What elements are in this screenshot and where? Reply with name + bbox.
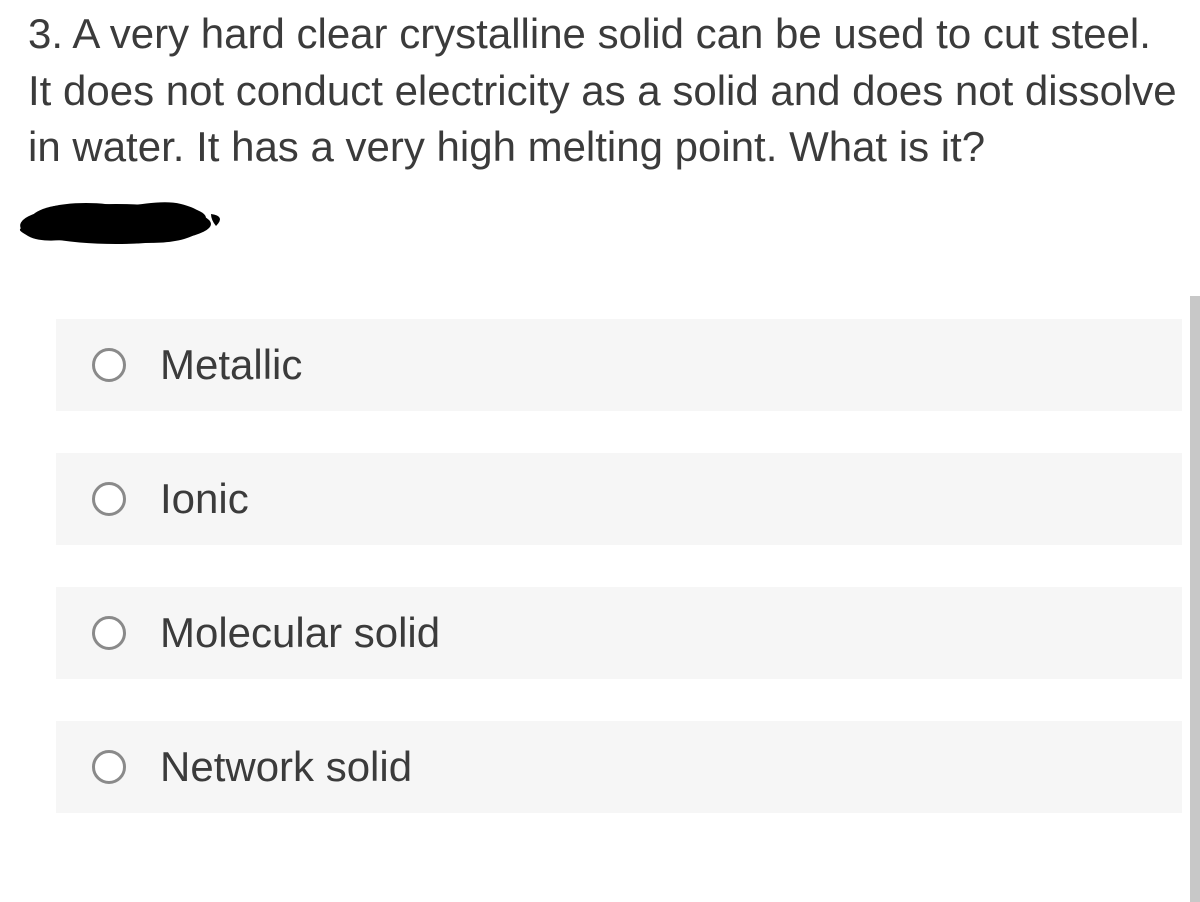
option-label: Molecular solid [160, 609, 440, 657]
options-list: Metallic Ionic Molecular solid Network s… [28, 319, 1182, 813]
question-container: 3. A very hard clear crystalline solid c… [0, 6, 1200, 813]
radio-icon[interactable] [92, 482, 126, 516]
radio-icon[interactable] [92, 616, 126, 650]
redaction-scribble [16, 184, 1182, 259]
option-label: Network solid [160, 743, 412, 791]
option-label: Metallic [160, 341, 302, 389]
radio-icon[interactable] [92, 750, 126, 784]
option-metallic[interactable]: Metallic [56, 319, 1182, 411]
question-text: 3. A very hard clear crystalline solid c… [28, 6, 1182, 176]
option-label: Ionic [160, 475, 249, 523]
scrollbar[interactable] [1190, 296, 1200, 902]
option-ionic[interactable]: Ionic [56, 453, 1182, 545]
option-molecular-solid[interactable]: Molecular solid [56, 587, 1182, 679]
option-network-solid[interactable]: Network solid [56, 721, 1182, 813]
radio-icon[interactable] [92, 348, 126, 382]
